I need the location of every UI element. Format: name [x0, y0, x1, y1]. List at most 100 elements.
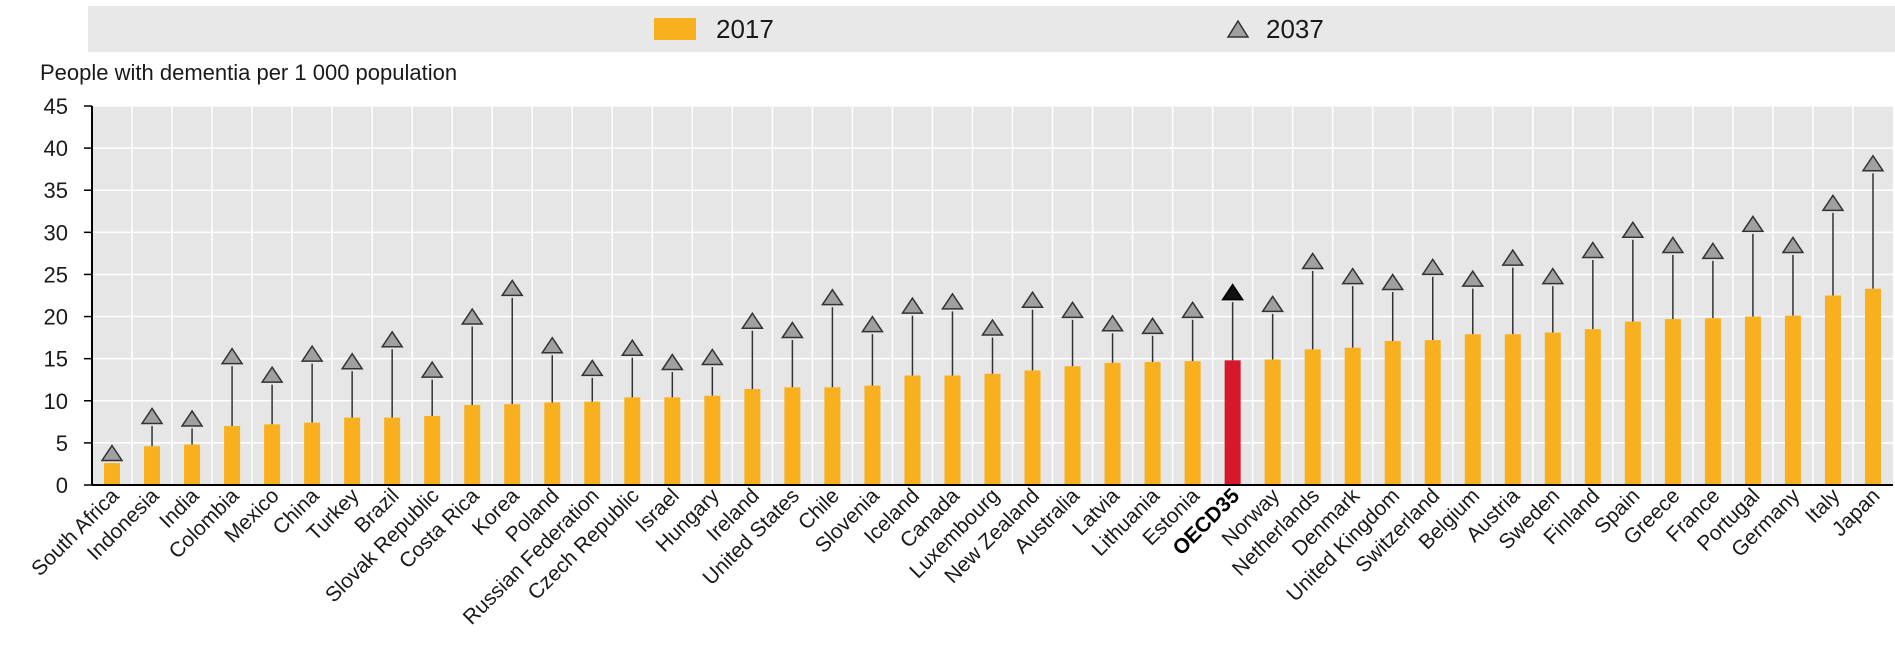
- bar-belgium: [1464, 334, 1481, 485]
- marker-finland: [1581, 241, 1605, 259]
- bar-norway: [1264, 359, 1281, 485]
- bar-ireland: [744, 388, 761, 485]
- bar-portugal: [1744, 316, 1761, 485]
- marker-czech-republic: [620, 338, 644, 356]
- y-tick-label: 30: [44, 220, 68, 245]
- marker-canada: [941, 292, 964, 310]
- marker-germany: [1781, 236, 1805, 254]
- bar-israel: [664, 397, 681, 485]
- bar-india: [184, 444, 201, 485]
- bar-latvia: [1104, 362, 1121, 485]
- legend-triangle-icon: [1226, 19, 1250, 38]
- bar-colombia: [224, 426, 241, 485]
- legend-item-2017: 2017: [654, 6, 774, 52]
- marker-turkey: [340, 352, 364, 370]
- y-tick-label: 10: [44, 389, 68, 414]
- y-tick-label: 35: [44, 178, 68, 203]
- marker-greece: [1661, 236, 1685, 254]
- marker-united-states: [780, 321, 804, 339]
- y-tick-label: 5: [56, 431, 68, 456]
- marker-chile: [821, 288, 844, 306]
- bar-australia: [1064, 366, 1081, 485]
- bar-costa-rica: [464, 404, 481, 485]
- legend-item-2037: 2037: [1226, 6, 1324, 52]
- marker-brazil: [380, 330, 404, 348]
- bar-russian-federation: [584, 401, 601, 485]
- marker-slovenia: [861, 315, 884, 333]
- marker-latvia: [1101, 314, 1124, 332]
- bar-canada: [944, 375, 961, 485]
- marker-india: [180, 409, 204, 427]
- marker-ireland: [740, 311, 764, 330]
- bar-turkey: [344, 417, 361, 485]
- marker-new-zealand: [1021, 290, 1044, 308]
- marker-denmark: [1341, 267, 1365, 285]
- bar-indonesia: [144, 446, 161, 485]
- marker-switzerland: [1421, 258, 1445, 276]
- bar-estonia: [1184, 361, 1201, 485]
- bar-hungary: [704, 395, 721, 485]
- bar-greece: [1664, 319, 1681, 485]
- marker-portugal: [1741, 215, 1765, 233]
- legend-label-2037: 2037: [1266, 13, 1324, 44]
- bar-china: [304, 422, 321, 485]
- bar-denmark: [1344, 347, 1361, 485]
- bar-italy: [1824, 295, 1841, 485]
- bar-oecd35: [1224, 360, 1241, 485]
- marker-estonia: [1181, 300, 1205, 319]
- marker-colombia: [220, 347, 244, 365]
- marker-poland: [540, 336, 564, 354]
- bar-finland: [1584, 329, 1601, 485]
- marker-austria: [1501, 248, 1525, 266]
- y-tick-label: 40: [44, 136, 68, 161]
- legend: 2017 2037: [88, 6, 1895, 52]
- marker-united-kingdom: [1381, 273, 1405, 291]
- bar-brazil: [384, 417, 401, 485]
- marker-france: [1701, 242, 1725, 260]
- bar-austria: [1504, 334, 1521, 485]
- bar-new-zealand: [1024, 370, 1041, 485]
- markers-2037: [100, 154, 1885, 462]
- marker-mexico: [260, 365, 284, 383]
- marker-israel: [660, 353, 684, 371]
- whiskers: [111, 173, 1874, 464]
- marker-hungary: [700, 348, 724, 366]
- marker-luxembourg: [981, 318, 1004, 336]
- y-tick-label: 45: [44, 94, 68, 119]
- bar-germany: [1784, 315, 1801, 485]
- bars-2017: [104, 288, 1881, 485]
- marker-lithuania: [1141, 316, 1164, 335]
- bar-korea: [504, 404, 521, 485]
- marker-costa-rica: [460, 307, 484, 325]
- bar-luxembourg: [984, 373, 1001, 485]
- marker-indonesia: [140, 407, 164, 425]
- marker-slovak-republic: [420, 360, 444, 378]
- marker-russian-federation: [580, 359, 604, 377]
- bar-mexico: [264, 424, 281, 485]
- marker-oecd35: [1221, 283, 1245, 301]
- bar-sweden: [1544, 332, 1561, 485]
- marker-korea: [500, 279, 524, 297]
- bar-poland: [544, 402, 561, 485]
- bar-czech-republic: [624, 397, 641, 485]
- bar-iceland: [904, 375, 921, 485]
- bar-slovenia: [864, 385, 881, 485]
- bar-chile: [824, 387, 841, 485]
- bar-south-africa: [104, 463, 121, 485]
- marker-italy: [1821, 194, 1845, 212]
- marker-china: [300, 344, 324, 362]
- marker-japan: [1861, 154, 1885, 172]
- bar-spain: [1624, 321, 1641, 485]
- y-tick-label: 25: [44, 262, 68, 287]
- marker-sweden: [1541, 267, 1565, 285]
- bar-united-kingdom: [1384, 340, 1401, 485]
- marker-spain: [1621, 220, 1645, 239]
- bar-netherlands: [1304, 349, 1321, 485]
- bar-slovak-republic: [424, 415, 441, 485]
- bar-france: [1704, 318, 1721, 485]
- marker-netherlands: [1301, 252, 1325, 270]
- y-axis-title: People with dementia per 1 000 populatio…: [40, 60, 458, 85]
- marker-south-africa: [100, 444, 124, 462]
- bar-japan: [1864, 288, 1881, 485]
